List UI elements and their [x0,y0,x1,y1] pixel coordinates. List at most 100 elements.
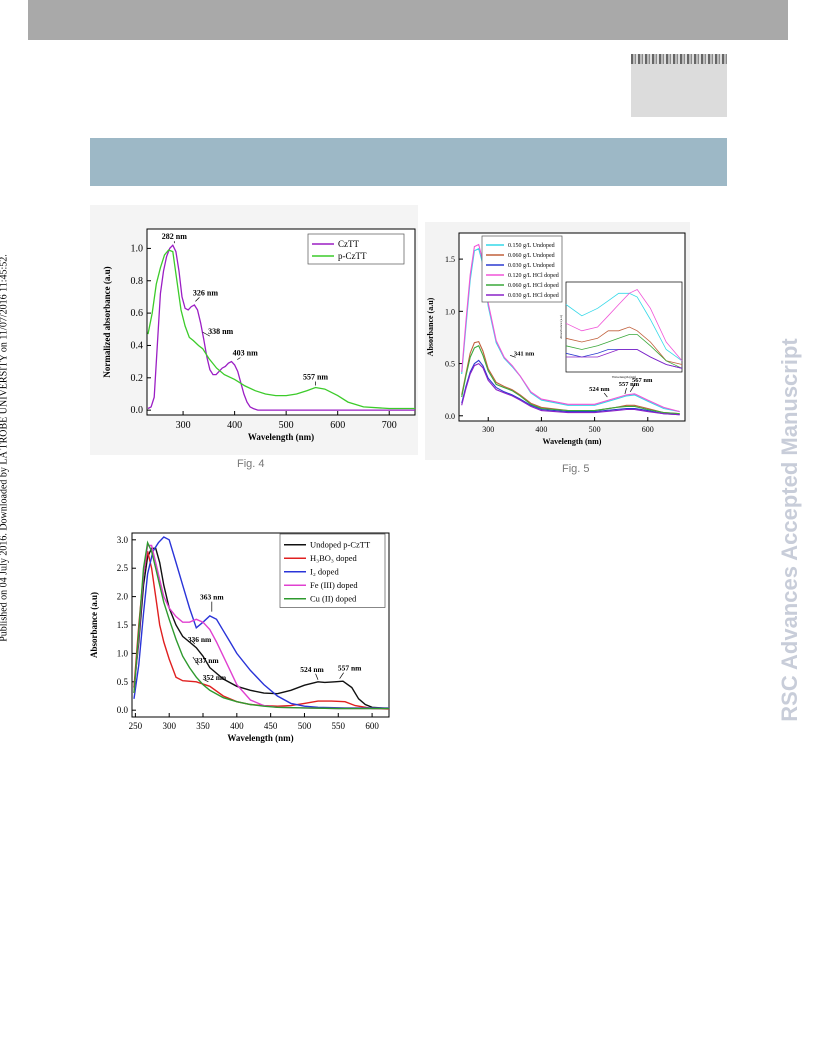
fig5-legend-label: 0.030 g/L Undoped [508,263,555,269]
fig6-ytick-label: 3.0 [117,535,129,545]
fig4-annotation-arrow [202,331,211,337]
fig5-inset-series-4 [565,334,683,369]
fig5-xtick-label: 300 [482,425,494,434]
watermark-text: RSC Advances Accepted Manuscript [777,338,802,722]
fig5-annotation: 557 nm [619,381,640,388]
fig4-legend-box [307,233,405,265]
fig6-annotation: 524 nm [300,665,324,674]
fig6-legend-label: I₂ doped [310,567,339,577]
fig4-ytick-label: 0.6 [131,308,144,319]
fig6-annotation-arrow [204,679,209,683]
fig5-legend-label: 0.120 g/L HCl doped [508,273,559,279]
fig5-inset-series-2 [565,288,683,362]
fig5-ytick-label: 0.5 [445,360,455,369]
fig5-ylabel: Absorbance (a.u) [426,297,435,356]
fig4-ytick-label: 0.4 [131,340,144,351]
fig6-legend-box [279,533,386,608]
fig5-plot: 300 400 500 600 0.0 0.5 1.0 1.5 Wavelength (nm) A… [425,222,690,460]
fig6-annotation-arrow [339,672,344,679]
fig5-annotation: 524 nm [589,386,610,393]
fig4-annotation-arrow [237,357,241,360]
fig4-ytick-label: 0.8 [131,276,144,287]
fig6-xtick-label: 550 [332,721,346,731]
fig5-legend-label: 0.060 g/L Undoped [508,253,555,259]
title-band [90,138,727,186]
fig5-legend-label: 0.030 g/L HCl doped [508,293,559,299]
fig5-series-line-4 [461,243,680,413]
fig5-chart: 300 400 500 600 0.0 0.5 1.0 1.5 Wavelength (nm) A… [425,222,690,460]
fig5-xlabel: Wavelength (nm) [543,437,602,446]
fig4-ytick-label: 1.0 [131,243,144,254]
fig5-annotation-arrow [629,383,636,393]
fig6-annotation: 336 nm [188,635,212,644]
fig5-series-line-5 [461,345,680,415]
logo-pattern [631,54,727,64]
header-bar [28,0,788,40]
fig5-caption: Fig. 5 [562,463,590,475]
fig5-annotation: 341 nm [514,350,535,357]
fig5-annotation: 567 nm [632,377,653,384]
fig6-xtick-label: 500 [298,721,312,731]
fig4-annotation: 338 nm [208,327,233,336]
fig6-annotation: 352 nm [203,673,227,682]
fig4-annotation: 326 nm [193,288,218,297]
fig4-annotation-arrow [195,297,200,302]
fig6-xtick-label: 350 [196,721,210,731]
journal-logo [631,54,727,117]
fig6-ytick-label: 2.5 [117,563,129,573]
fig5-xtick-label: 400 [535,425,547,434]
fig6-annotation: 337 nm [195,656,219,665]
fig4-legend-label: CzTT [338,239,359,249]
fig6-annotation-arrow [192,656,199,666]
fig6-legend-label: Undoped p-CzTT [310,540,371,550]
fig6-xlabel: Wavelength (nm) [227,733,293,743]
fig6-ytick-label: 1.0 [117,648,129,658]
fig5-inset-series-6 [566,349,683,369]
fig5-annotation-arrow [624,387,627,395]
fig4-xtick-label: 400 [227,420,242,431]
fig6-ytick-label: 0.0 [117,705,129,715]
fig6-series-line-5 [133,540,389,710]
fig6-series-line-1 [133,547,389,710]
fig5-legend-label: 0.150 g/L Undoped [508,243,555,249]
fig4-plot: 300 400 500 600 700 0.0 0.2 0.4 0.6 0.8 1.0 Wavelen… [90,205,418,455]
fig6-xtick-label: 600 [365,721,379,731]
fig4-caption: Fig. 4 [237,458,265,470]
fig5-series-line-6 [461,362,680,416]
fig4-xlabel: Wavelength (nm) [248,432,314,442]
fig5-inset-ylabel: Absorbance (a.u) [559,314,563,339]
fig4-ytick-label: 0.0 [131,405,144,416]
fig5-legend-box [481,235,563,303]
fig6-xtick-label: 250 [129,721,143,731]
fig4-xtick-label: 300 [176,420,191,431]
fig5-xtick-label: 600 [642,425,654,434]
fig5-inset-xlabel: Wavelength (nm) [612,375,637,379]
fig6-xtick-label: 400 [230,721,244,731]
fig5-series-line-2 [461,340,680,415]
fig5-inset-series-3 [565,326,683,365]
fig6-ytick-label: 1.5 [117,620,129,630]
fig6-chart: 250 300 350 400 450 500 550 600 0.0 0.5 1.0 1.5 2.0 2… [88,525,400,747]
fig6-annotation: 363 nm [200,593,224,602]
fig6-legend-label: H₃BO₃ doped [310,553,358,563]
fig6-legend-label: Cu (II) doped [310,594,357,604]
fig5-legend-label: 0.060 g/L HCl doped [508,283,559,289]
fig4-annotation: 557 nm [303,373,328,382]
fig4-xtick-label: 500 [279,420,294,431]
fig6-annotation: 557 nm [338,664,362,673]
fig6-ytick-label: 0.5 [117,677,129,687]
fig4-ytick-label: 0.2 [131,373,144,384]
fig6-annotation-arrow [315,673,319,680]
fig5-series-line-3 [461,359,680,416]
fig5-ytick-label: 0.0 [445,412,455,421]
fig4-series-line-2 [147,249,415,410]
fig5-inset-series-1 [565,292,683,362]
fig6-series-line-3 [133,536,389,709]
fig6-ytick-label: 2.0 [117,592,129,602]
fig4-annotation: 403 nm [233,349,258,358]
fig5-ytick-label: 1.0 [445,307,455,316]
fig6-legend-label: Fe (III) doped [310,580,358,590]
fig4-xtick-label: 600 [330,420,345,431]
fig5-annotation-arrow [509,354,516,358]
fig6-ylabel: Absorbance (a.u) [89,592,99,658]
